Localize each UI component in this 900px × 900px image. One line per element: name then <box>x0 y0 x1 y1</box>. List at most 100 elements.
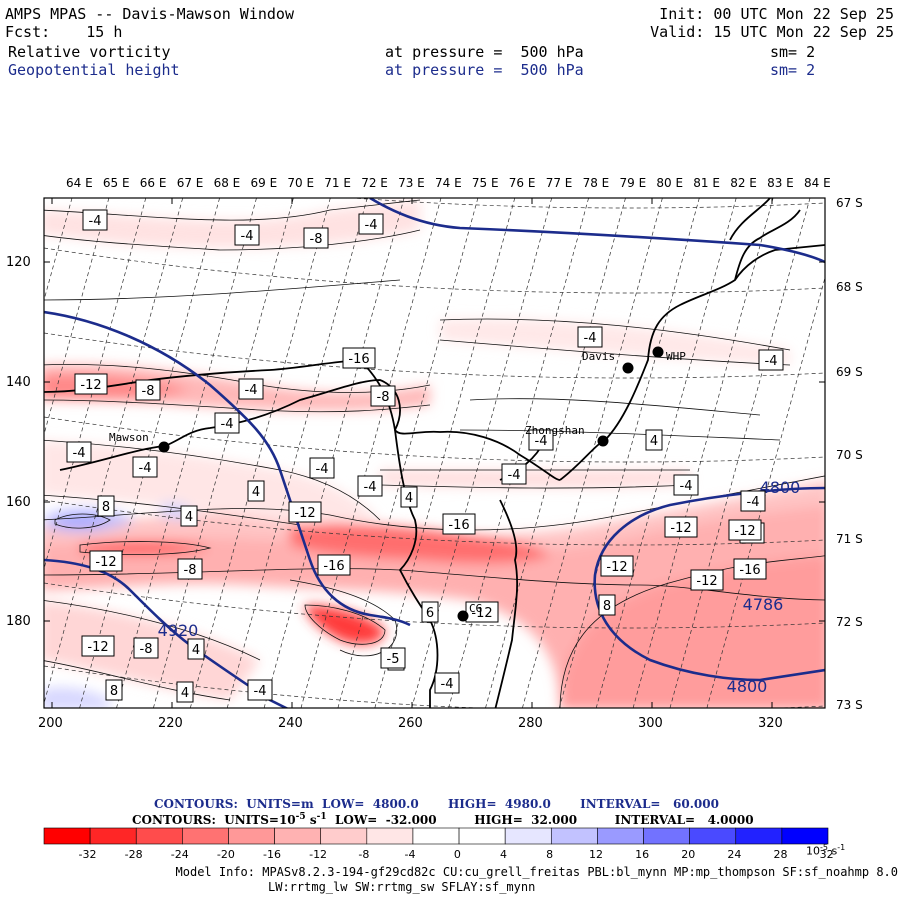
latitude-label: 72 S <box>836 615 863 629</box>
longitude-label: 68 E <box>213 176 241 190</box>
y-tick-label: 160 <box>6 495 31 510</box>
meridian-line <box>448 198 589 708</box>
vort-contour-label: CONTOURS: UNITS=10 <box>132 813 296 827</box>
parallel-line <box>44 332 825 379</box>
vorticity-shading <box>44 200 825 708</box>
vorticity-label: 4 <box>176 681 194 703</box>
plot-frame <box>43 197 826 709</box>
meridian-line <box>44 198 147 571</box>
vorticity-label: -12 <box>465 601 499 623</box>
colorbar-swatch <box>43 827 91 845</box>
svg-text:8: 8 <box>110 684 118 699</box>
vorticity-label: -8 <box>133 637 159 659</box>
svg-text:Davis: Davis <box>582 350 615 363</box>
svg-text:-12: -12 <box>606 560 627 575</box>
svg-text:-12: -12 <box>471 606 492 621</box>
parallel-line <box>44 665 825 708</box>
colorbar-swatch <box>597 827 644 845</box>
vorticity-label: -4 <box>358 213 384 235</box>
vorticity-label: -12 <box>74 373 108 395</box>
cb-units-exp2: -1 <box>837 843 846 852</box>
svg-text:-4: -4 <box>441 677 454 692</box>
svg-text:-4: -4 <box>765 354 778 369</box>
svg-text:-4: -4 <box>364 480 377 495</box>
vorticity-label: -12 <box>81 635 115 657</box>
colorbar-tick-label: -28 <box>124 848 143 861</box>
svg-text:-8: -8 <box>746 527 759 542</box>
meridian-line <box>485 198 626 708</box>
meridian-line <box>44 198 73 302</box>
colorbar-swatch <box>89 827 137 845</box>
svg-text:-4: -4 <box>584 331 597 346</box>
longitude-label: 76 E <box>508 176 536 190</box>
vorticity-label: -12 <box>728 519 762 541</box>
vort-contour-high: HIGH= 32.000 <box>474 813 578 827</box>
init-time: Init: 00 UTC Mon 22 Sep 25 <box>659 5 894 23</box>
colorbar-tick-label: 12 <box>589 848 603 861</box>
vort-contour-exp: -5 <box>295 812 306 822</box>
svg-text:4: 4 <box>392 654 400 669</box>
longitude-label: 73 E <box>398 176 425 190</box>
forecast-hour: Fcst: 15 h <box>5 23 122 41</box>
vorticity-label: -16 <box>342 347 376 369</box>
longitude-label: 67 E <box>176 176 204 190</box>
field2-name: Geopotential height <box>8 61 180 79</box>
vorticity-label: -16 <box>317 554 351 576</box>
vorticity-label: 8 <box>598 594 616 616</box>
vorticity-label: -4 <box>82 209 108 231</box>
colorbar-swatch <box>504 827 552 845</box>
axis-ticks <box>44 198 825 708</box>
vorticity-label: -12 <box>664 516 698 538</box>
vorticity-label: -12 <box>600 555 634 577</box>
height-contour-info: CONTOURS: UNITS=m LOW= 4800.0 HIGH= 4980… <box>154 797 719 811</box>
meridian-line <box>669 198 811 708</box>
colorbar-tick-label: 0 <box>453 848 461 861</box>
vorticity-label: -8 <box>739 522 765 544</box>
svg-text:-12: -12 <box>670 521 691 536</box>
longitude-label: 81 E <box>693 176 720 190</box>
colorbar-tick-label: -12 <box>309 848 328 861</box>
height-contour-low: LOW= 4800.0 <box>322 797 419 811</box>
vorticity-contour-info: CONTOURS: UNITS=10-5 s-1 LOW= -32.000 HI… <box>132 812 754 827</box>
vorticity-label: -4 <box>577 326 603 348</box>
x-tick-label: 300 <box>638 716 663 731</box>
latitude-label: 71 S <box>836 532 863 546</box>
svg-text:-12: -12 <box>80 378 101 393</box>
vorticity-label: -12 <box>89 550 123 572</box>
svg-text:-4: -4 <box>241 229 254 244</box>
longitude-label: 80 E <box>656 176 684 190</box>
colorbar-tick-label: 16 <box>635 848 650 861</box>
meridian-line <box>116 198 257 708</box>
longitude-label: 84 E <box>804 176 831 190</box>
svg-text:Mawson: Mawson <box>109 431 149 444</box>
x-tick-label: 220 <box>158 716 183 731</box>
colorbar-tick-label: 28 <box>773 848 788 861</box>
vorticity-label: -4 <box>758 349 784 371</box>
meridian-line <box>337 198 479 708</box>
vorticity-label: -12 <box>690 569 724 591</box>
vorticity-label: 8 <box>105 679 123 701</box>
svg-text:-4: -4 <box>245 383 258 398</box>
longitude-label: 66 E <box>139 176 167 190</box>
vorticity-label: -4 <box>673 474 699 496</box>
meridian-line <box>79 198 220 708</box>
x-tick-label: 320 <box>758 716 783 731</box>
y-tick-label: 140 <box>6 375 31 390</box>
vorticity-label: -4 <box>434 672 460 694</box>
vorticity-label: -16 <box>442 513 476 535</box>
latitude-label: 69 S <box>836 365 863 379</box>
colorbar-tick-label: -8 <box>358 848 370 861</box>
model-info-line2: LW:rrtmg_lw SW:rrtmg_sw SFLAY:sf_mynn <box>268 880 536 894</box>
cb-units-base: 10 <box>806 844 820 858</box>
latitude-label: 68 S <box>836 280 863 294</box>
svg-text:-16: -16 <box>323 559 344 574</box>
latitude-label: 67 S <box>836 196 863 210</box>
height-label: 4800 <box>760 478 801 497</box>
svg-text:4: 4 <box>192 643 200 658</box>
svg-text:6: 6 <box>426 606 434 621</box>
colorbar-tick-label: 32 <box>819 848 834 861</box>
cb-units-tail: s <box>827 844 838 858</box>
height-labels: 4800 4786 4800 4920 <box>158 478 801 696</box>
height-contour-label: CONTOURS: UNITS=m <box>154 797 314 811</box>
